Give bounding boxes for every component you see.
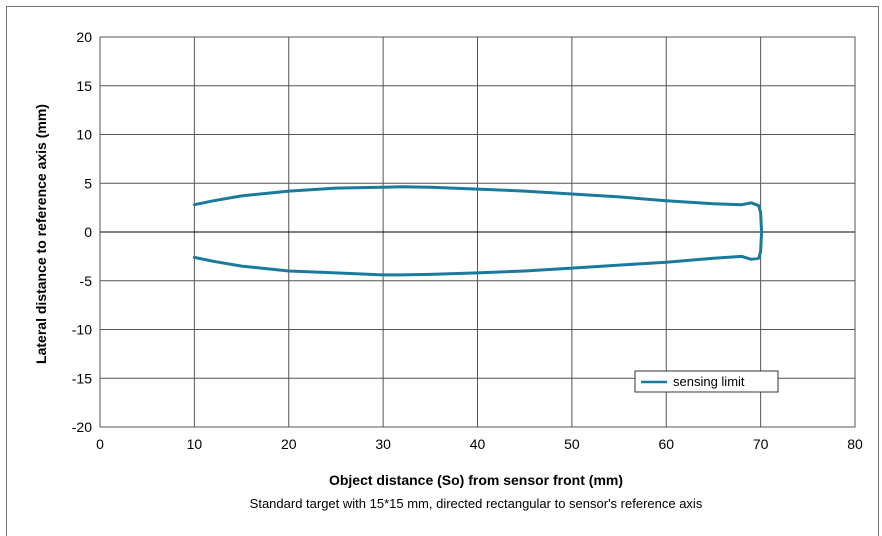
y-tick-label: -20: [72, 419, 92, 435]
legend: sensing limit: [634, 370, 779, 393]
x-axis-title: Object distance (So) from sensor front (…: [329, 472, 623, 488]
x-tick-label: 30: [375, 436, 391, 452]
x-tick-label: 50: [564, 436, 580, 452]
x-tick-label: 20: [281, 436, 297, 452]
x-tick-label: 10: [187, 436, 203, 452]
y-axis-ticks: 20 15 10 5 0 -5 -10 -15 -20: [72, 29, 92, 435]
chart-frame: [6, 6, 879, 536]
y-tick-label: -5: [80, 273, 93, 289]
legend-box: [634, 370, 779, 393]
y-tick-label: 0: [84, 224, 92, 240]
chart-caption: Standard target with 15*15 mm, directed …: [250, 496, 703, 511]
y-tick-label: -15: [72, 370, 92, 386]
legend-label: sensing limit: [673, 374, 745, 389]
x-tick-label: 40: [470, 436, 486, 452]
plot-area: [99, 36, 856, 428]
x-tick-label: 80: [847, 436, 863, 452]
y-tick-label: 10: [76, 127, 92, 143]
grid-lines: [99, 36, 856, 428]
y-tick-label: 5: [84, 175, 92, 191]
x-axis-ticks: 0 10 20 30 40 50 60 70 80: [96, 436, 863, 452]
x-tick-label: 0: [96, 436, 104, 452]
series-line-sensing-limit: [192, 185, 764, 277]
x-tick-label: 60: [658, 436, 674, 452]
x-tick-label: 70: [753, 436, 769, 452]
y-axis-title: Lateral distance to reference axis (mm): [33, 104, 49, 364]
y-tick-label: -10: [72, 322, 92, 338]
y-tick-label: 15: [76, 78, 92, 94]
y-tick-label: 20: [76, 29, 92, 45]
